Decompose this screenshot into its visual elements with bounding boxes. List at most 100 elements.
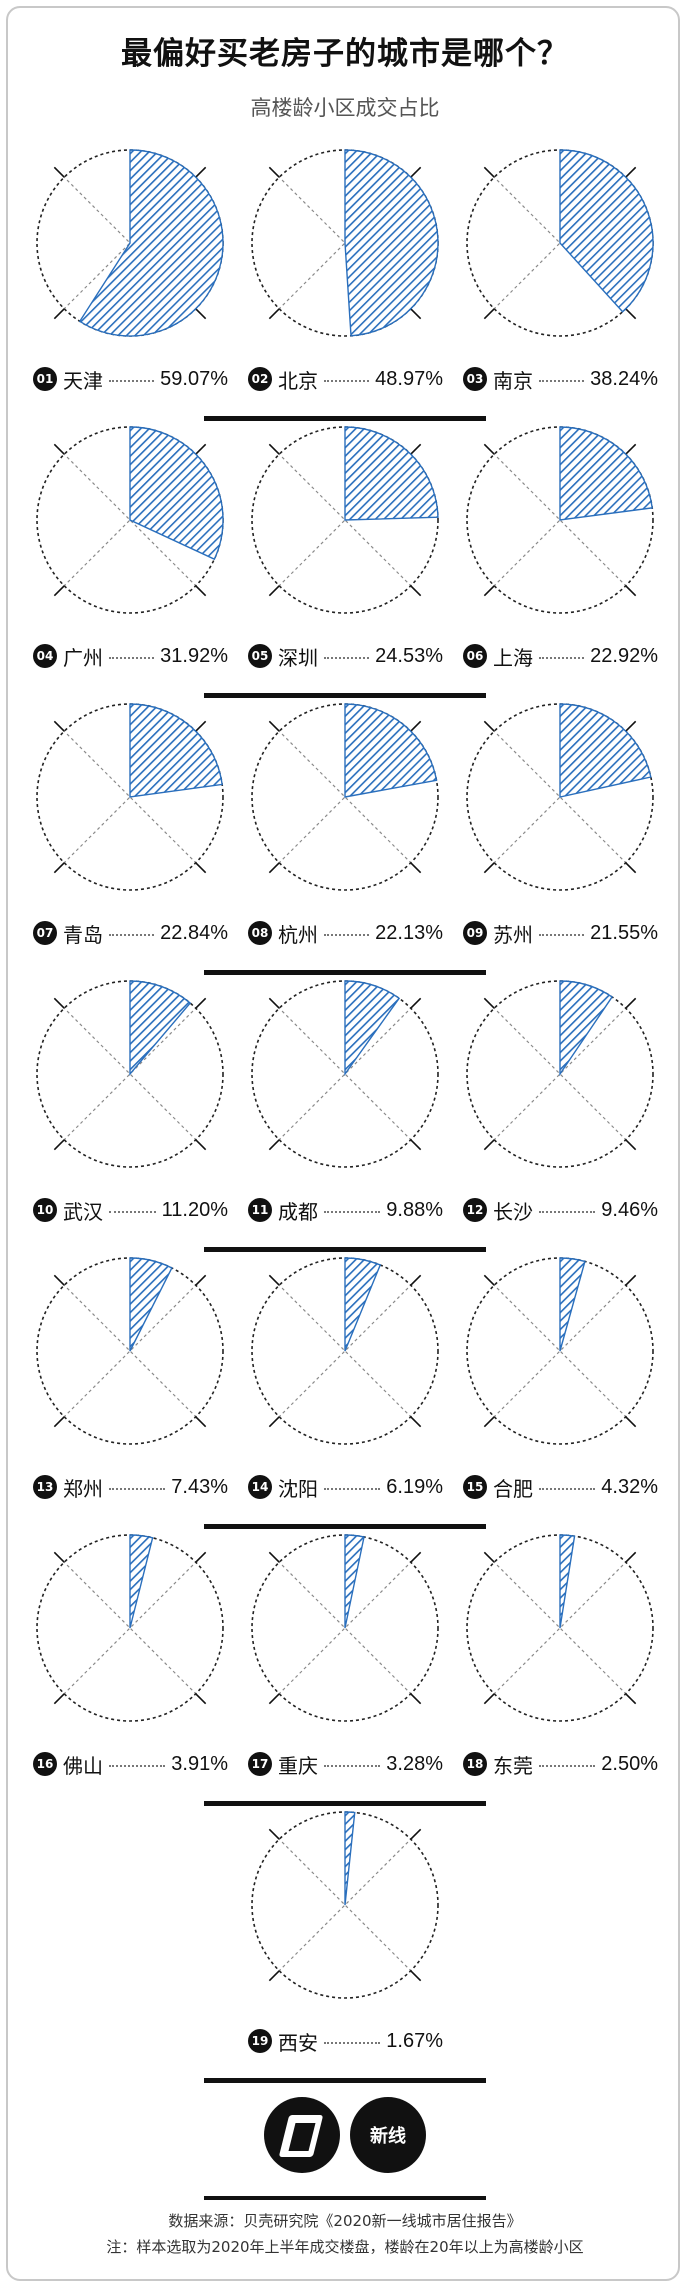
cross-tick — [483, 308, 495, 320]
row-separator — [204, 1801, 486, 1806]
city-label: 成都 — [278, 1199, 318, 1224]
cross-tick — [410, 166, 422, 178]
cross-tick — [268, 585, 280, 597]
city-label: 重庆 — [278, 1753, 318, 1778]
leader-dots — [539, 657, 585, 659]
pie-caption: 15 合肥 4.32% — [463, 1472, 658, 1502]
leader-dots — [539, 380, 585, 382]
percent-label: 38.24% — [590, 367, 658, 390]
cross-tick — [625, 585, 637, 597]
percent-label: 1.67% — [386, 2029, 443, 2052]
cross-tick — [625, 1551, 637, 1563]
pie-chart-09 — [466, 703, 654, 891]
rank-badge: 12 — [463, 1198, 487, 1222]
percent-label: 11.20% — [161, 1198, 228, 1221]
pie-caption: 13 郑州 7.43% — [33, 1472, 228, 1502]
cross-tick — [268, 166, 280, 178]
percent-label: 59.07% — [160, 367, 228, 390]
cross-tick — [195, 1693, 207, 1705]
rank-badge: 14 — [248, 1475, 272, 1499]
pie-outline — [251, 1257, 439, 1445]
pie-caption: 17 重庆 3.28% — [248, 1749, 443, 1779]
city-label: 天津 — [63, 368, 103, 393]
pie-slice-07 — [129, 703, 223, 798]
cross-tick — [268, 862, 280, 874]
pie-slice-19 — [344, 1811, 356, 1906]
pie-outline — [466, 1257, 654, 1445]
cross-tick — [625, 1139, 637, 1151]
pie-outline — [251, 426, 439, 614]
cross-tick — [483, 862, 495, 874]
rank-badge: 06 — [463, 644, 487, 668]
pie-grid: 01 天津 59.07% 02 北京 48.97% 03 南京 38.24% 04 广州 31.92%… — [33, 149, 658, 2083]
city-label: 南京 — [493, 368, 533, 393]
city-label: 合肥 — [493, 1476, 533, 1501]
percent-label: 24.53% — [375, 644, 443, 667]
leader-dots — [324, 380, 370, 382]
logo-brand-text: 新线 — [370, 2126, 406, 2147]
cross-tick — [625, 862, 637, 874]
pie-chart-17 — [251, 1534, 439, 1722]
pie-chart-03 — [466, 149, 654, 337]
pie-caption: 19 西安 1.67% — [248, 2026, 443, 2056]
percent-label: 22.92% — [590, 644, 658, 667]
rank-badge: 11 — [248, 1198, 272, 1222]
pie-chart-19 — [251, 1811, 439, 1999]
pie-slice-10 — [129, 980, 192, 1076]
leader-dots — [109, 934, 155, 936]
cross-tick — [268, 1416, 280, 1428]
pie-slice-18 — [559, 1534, 576, 1629]
rank-badge: 05 — [248, 644, 272, 668]
row-separator — [204, 693, 486, 698]
pie-outline — [36, 703, 224, 891]
city-label: 郑州 — [63, 1476, 103, 1501]
leader-dots — [324, 1211, 381, 1213]
pie-slice-11 — [344, 980, 401, 1077]
cross-tick — [625, 1693, 637, 1705]
pie-slice-17 — [344, 1534, 365, 1629]
pie-chart-15 — [466, 1257, 654, 1445]
rank-badge: 03 — [463, 367, 487, 391]
percent-label: 48.97% — [375, 367, 443, 390]
pie-chart-06 — [466, 426, 654, 614]
percent-label: 22.84% — [160, 921, 228, 944]
city-label: 武汉 — [63, 1199, 103, 1224]
cross-tick — [483, 1416, 495, 1428]
pie-caption: 14 沈阳 6.19% — [248, 1472, 443, 1502]
pie-slice-02 — [344, 149, 439, 337]
leader-dots — [324, 934, 370, 936]
pie-outline — [466, 1534, 654, 1722]
pie-outline — [251, 1534, 439, 1722]
cross-tick — [410, 720, 422, 732]
city-label: 佛山 — [63, 1753, 103, 1778]
city-label: 西安 — [278, 2030, 318, 2055]
pie-slice-13 — [129, 1257, 173, 1352]
cross-tick — [195, 720, 207, 732]
pie-slice-03 — [559, 149, 654, 313]
pie-chart-16 — [36, 1534, 224, 1722]
percent-label: 21.55% — [590, 921, 658, 944]
cross-tick — [195, 585, 207, 597]
rank-badge: 18 — [463, 1752, 487, 1776]
rank-badge: 19 — [248, 2029, 272, 2053]
footer-rule — [204, 2196, 486, 2200]
cross-tick — [195, 1551, 207, 1563]
new-first-tier-logo-icon: 新线 — [350, 2097, 426, 2173]
cross-tick — [268, 1551, 280, 1563]
percent-label: 3.28% — [386, 1752, 443, 1775]
cross-tick — [53, 862, 65, 874]
cross-tick — [53, 1274, 65, 1286]
cross-tick — [625, 1274, 637, 1286]
city-label: 深圳 — [278, 645, 318, 670]
cross-tick — [410, 308, 422, 320]
cross-tick — [483, 1693, 495, 1705]
leader-dots — [109, 380, 155, 382]
pie-outline — [36, 1257, 224, 1445]
percent-label: 3.91% — [171, 1752, 228, 1775]
cross-tick — [268, 1970, 280, 1982]
pie-chart-18 — [466, 1534, 654, 1722]
cross-tick — [625, 308, 637, 320]
leader-dots — [539, 1488, 596, 1490]
pie-caption: 04 广州 31.92% — [33, 641, 228, 671]
pie-chart-01 — [36, 149, 224, 337]
